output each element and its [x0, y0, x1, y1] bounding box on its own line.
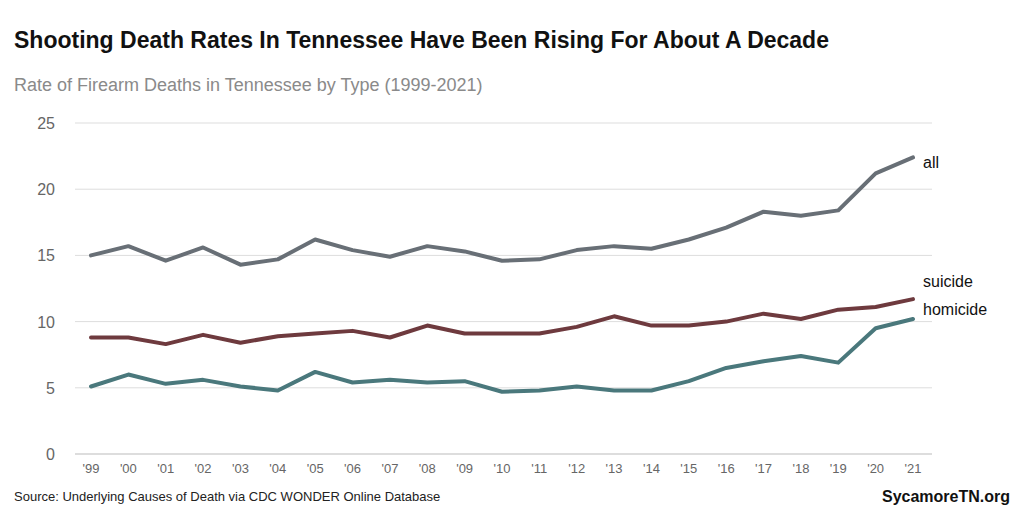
x-tick-label: '19 — [830, 461, 847, 476]
x-tick-label: '07 — [381, 461, 398, 476]
x-tick-label: '14 — [643, 461, 660, 476]
series-label: suicide — [923, 273, 973, 290]
x-tick-label: '05 — [307, 461, 324, 476]
y-tick-label: 10 — [37, 314, 55, 331]
series-line — [91, 319, 913, 392]
x-tick-label: '15 — [680, 461, 697, 476]
y-tick-label: 15 — [37, 247, 55, 264]
grid-line — [75, 123, 932, 124]
x-tick-label: '01 — [157, 461, 174, 476]
y-tick-label: 0 — [46, 446, 55, 463]
x-tick-label: '00 — [120, 461, 137, 476]
x-tick-label: '17 — [755, 461, 772, 476]
chart-svg: Shooting Death Rates In Tennessee Have B… — [0, 0, 1024, 512]
x-tick-label: '04 — [269, 461, 286, 476]
x-tick-label: '08 — [419, 461, 436, 476]
grid-line — [75, 387, 932, 388]
x-tick-label: '16 — [718, 461, 735, 476]
x-tick-label: '21 — [905, 461, 922, 476]
credit: SycamoreTN.org — [882, 488, 1010, 505]
title: Shooting Death Rates In Tennessee Have B… — [14, 27, 829, 53]
x-tick-label: '06 — [344, 461, 361, 476]
x-tick-label: '18 — [792, 461, 809, 476]
y-tick-label: 25 — [37, 115, 55, 132]
x-tick-label: '10 — [494, 461, 511, 476]
x-tick-label: '99 — [83, 461, 100, 476]
grid-line — [75, 189, 932, 190]
series-line — [91, 157, 913, 264]
y-tick-label: 5 — [46, 380, 55, 397]
x-tick-label: '03 — [232, 461, 249, 476]
grid-line — [75, 255, 932, 256]
x-tick-label: '09 — [456, 461, 473, 476]
x-tick-label: '11 — [531, 461, 547, 476]
x-tick-label: '20 — [867, 461, 884, 476]
source-note: Source: Underlying Causes of Death via C… — [14, 489, 440, 504]
series-group — [91, 157, 913, 391]
chart-container: Shooting Death Rates In Tennessee Have B… — [0, 0, 1024, 512]
y-tick-label: 20 — [37, 181, 55, 198]
x-tick-label: '02 — [195, 461, 212, 476]
grid-line — [75, 454, 932, 455]
subtitle: Rate of Firearm Deaths in Tennessee by T… — [14, 75, 483, 95]
series-line — [91, 299, 913, 344]
series-label: homicide — [923, 301, 987, 318]
grid-line — [75, 321, 932, 322]
x-tick-label: '12 — [568, 461, 585, 476]
series-label: all — [923, 154, 939, 171]
x-tick-label: '13 — [606, 461, 623, 476]
